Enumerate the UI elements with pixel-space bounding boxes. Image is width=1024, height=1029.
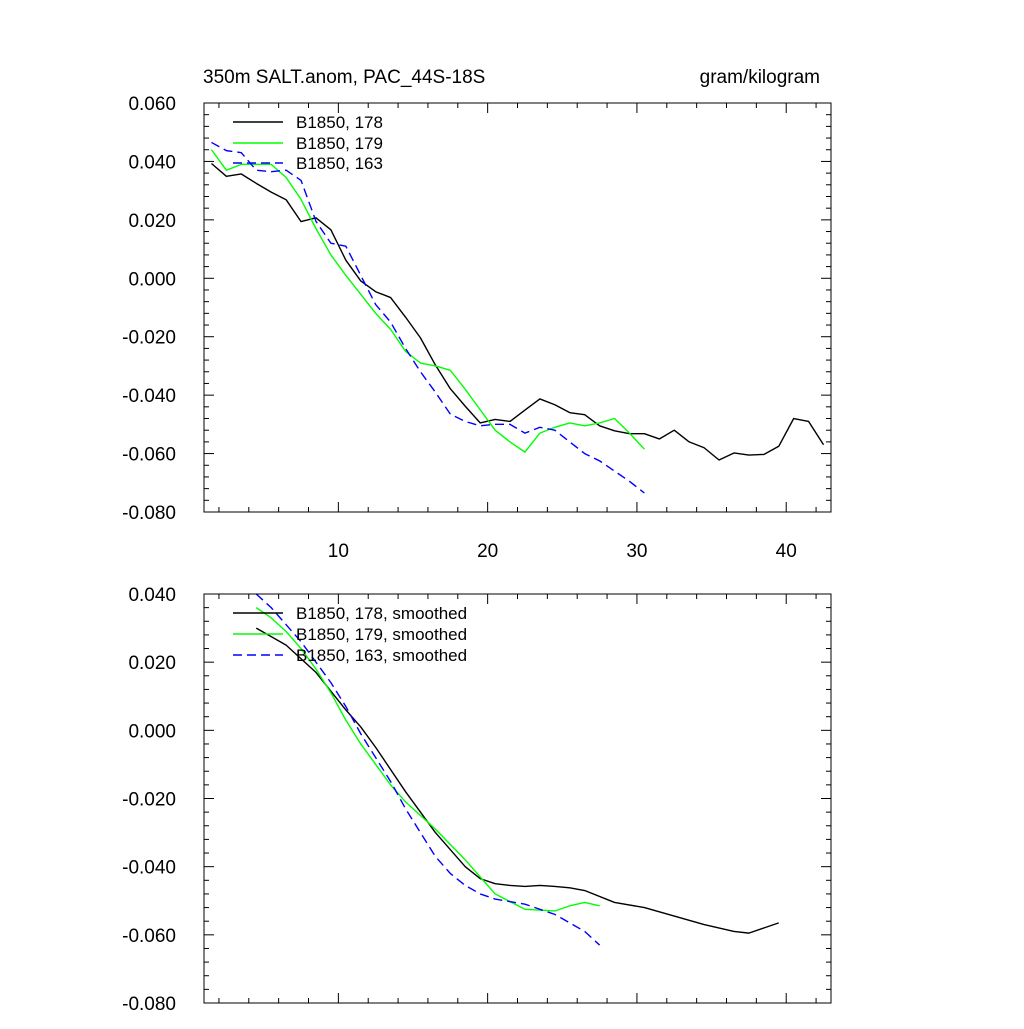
top-panel-series <box>210 141 825 494</box>
bottom-panel-frame <box>203 593 832 1004</box>
y-tick-label: 0.020 <box>128 211 176 232</box>
y-tick-label: -0.040 <box>122 386 176 407</box>
series-line-b1850-178 <box>211 162 825 461</box>
series-line-b1850-163-smoothed <box>255 593 601 946</box>
y-tick-label: 0.020 <box>128 653 176 674</box>
y-tick-label: -0.060 <box>122 926 176 947</box>
y-tick-label: 0.000 <box>128 269 176 290</box>
y-tick-label: 0.060 <box>128 94 176 115</box>
y-tick-label: 0.040 <box>128 152 176 173</box>
x-tick-label: 20 <box>477 541 498 562</box>
y-tick-label: -0.060 <box>122 445 176 466</box>
bottom-panel-legend: B1850, 178, smoothed B1850, 179, smoothe… <box>233 604 467 665</box>
bottom-panel-ticks: -0.080 -0.060 -0.040 -0.020 0.000 0.020 0.040 <box>122 585 831 1015</box>
legend-label-163-smoothed: B1850, 163, smoothed <box>296 646 467 665</box>
legend-label-179: B1850, 179 <box>296 134 383 153</box>
legend-label-163: B1850, 163 <box>296 154 383 173</box>
x-tick-label: 40 <box>776 541 797 562</box>
x-tick-label: 30 <box>626 541 647 562</box>
bottom-panel: -0.080-0.060-0.040-0.0200.0000.0200.040 … <box>122 585 832 1015</box>
top-panel-frame <box>203 102 832 513</box>
legend-label-179-smoothed: B1850, 179, smoothed <box>296 625 467 644</box>
top-panel-legend: B1850, 178 B1850, 179 B1850, 163 <box>233 113 383 173</box>
series-line-b1850-179-smoothed <box>255 607 600 912</box>
y-tick-label: -0.080 <box>122 994 176 1015</box>
series-line-b1850-163 <box>211 141 645 494</box>
y-tick-label: -0.080 <box>122 503 176 524</box>
legend-label-178: B1850, 178 <box>296 113 383 132</box>
y-tick-label: -0.020 <box>122 328 176 349</box>
top-panel-title: 350m SALT.anom, PAC_44S-18S <box>203 67 485 88</box>
y-tick-label: -0.020 <box>122 790 176 811</box>
top-panel-ticks: -0.080 -0.060 -0.040 -0.020 0.000 0.020 0.040 0… <box>122 94 831 562</box>
bottom-panel-series <box>255 593 779 946</box>
y-tick-label: 0.000 <box>128 721 176 742</box>
y-tick-label: -0.040 <box>122 858 176 879</box>
series-line-b1850-179 <box>210 149 645 453</box>
series-line-b1850-178-smoothed <box>255 627 779 934</box>
legend-label-178-smoothed: B1850, 178, smoothed <box>296 604 467 623</box>
y-tick-label: 0.040 <box>128 585 176 606</box>
top-panel-units: gram/kilogram <box>700 67 820 88</box>
x-tick-label: 10 <box>328 541 349 562</box>
top-panel: 350m SALT.anom, PAC_44S-18S gram/kilogra… <box>122 67 832 562</box>
